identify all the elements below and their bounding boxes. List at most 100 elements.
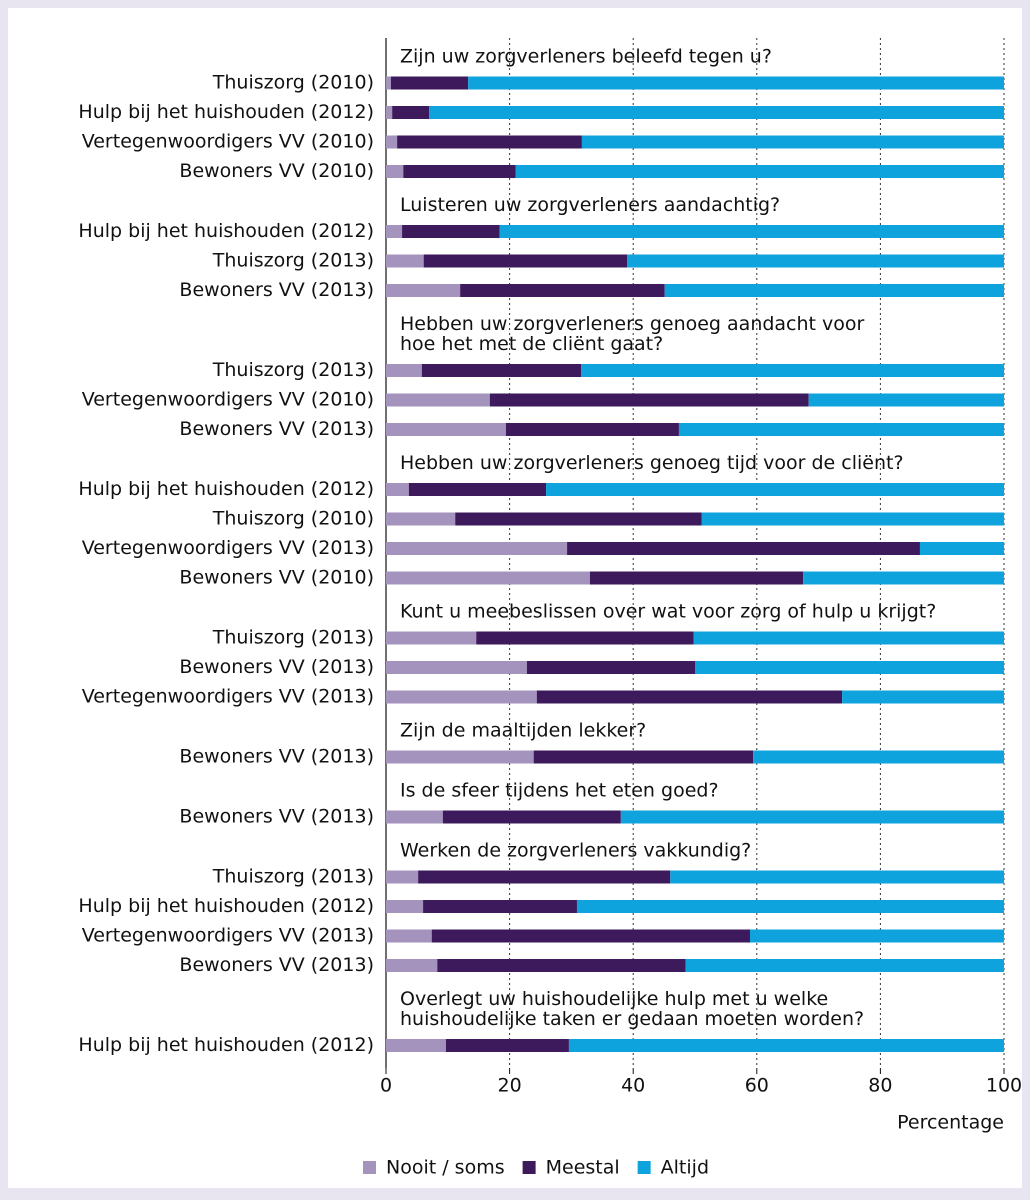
- y-tick-label: Bewoners VV (2013): [179, 418, 374, 440]
- bar-segment: [386, 571, 590, 585]
- group-title: Zijn de maaltijden lekker?: [400, 720, 646, 742]
- legend-label: Nooit / soms: [386, 1157, 505, 1179]
- bar-segment: [581, 364, 1004, 377]
- bar-segment: [803, 571, 1004, 585]
- panel: [8, 8, 1022, 1188]
- bar-segment: [460, 284, 665, 297]
- bar-segment: [429, 106, 1004, 119]
- bar-segment: [627, 254, 1004, 268]
- bar-segment: [526, 661, 695, 674]
- bar-segment: [437, 959, 686, 972]
- bar-segment: [546, 483, 1004, 496]
- bar-segment: [421, 364, 582, 377]
- bar-segment: [397, 135, 582, 149]
- bar-segment: [445, 1039, 569, 1052]
- bar-segment: [489, 393, 809, 407]
- bar-segment: [693, 631, 1004, 645]
- y-tick-label: Bewoners VV (2013): [179, 279, 374, 301]
- y-tick-label: Thuiszorg (2010): [212, 508, 374, 530]
- y-tick-label: Vertegenwoordigers VV (2010): [82, 389, 374, 411]
- bar-segment: [685, 959, 1004, 972]
- bar-segment: [431, 929, 751, 943]
- y-tick-label: Hulp bij het huishouden (2012): [78, 1034, 374, 1056]
- bar-segment: [753, 750, 1004, 764]
- bar-segment: [403, 165, 516, 178]
- bar-segment: [505, 423, 679, 436]
- y-tick-label: Hulp bij het huishouden (2012): [78, 478, 374, 500]
- x-tick-label: 0: [380, 1075, 392, 1097]
- y-tick-label: Thuiszorg (2013): [212, 866, 374, 888]
- bar-segment: [670, 870, 1004, 884]
- bar-segment: [386, 225, 403, 238]
- bar-segment: [842, 690, 1004, 704]
- y-tick-label: Bewoners VV (2013): [179, 746, 374, 768]
- bar-segment: [386, 661, 527, 674]
- bar-segment: [386, 810, 443, 824]
- x-tick-label: 80: [868, 1075, 892, 1097]
- bar-segment: [678, 423, 1004, 436]
- bar-segment: [386, 254, 424, 268]
- bar-segment: [701, 512, 1004, 526]
- legend-swatch: [522, 1161, 536, 1174]
- y-tick-label: Vertegenwoordigers VV (2013): [82, 537, 374, 559]
- y-tick-label: Thuiszorg (2013): [212, 250, 374, 272]
- group-title: Zijn uw zorgverleners beleefd tegen u?: [400, 46, 772, 68]
- bar-segment: [515, 165, 1004, 178]
- group-title: Luisteren uw zorgverleners aandachtig?: [400, 194, 780, 216]
- legend-label: Altijd: [661, 1157, 709, 1179]
- legend-label: Meestal: [546, 1157, 620, 1179]
- x-tick-label: 40: [621, 1075, 645, 1097]
- y-tick-label: Hulp bij het huishouden (2012): [78, 895, 374, 917]
- bar-segment: [567, 542, 920, 555]
- legend-swatch: [637, 1161, 651, 1174]
- bar-segment: [386, 165, 404, 178]
- group-title: Overlegt uw huishoudelijke hulp met u we…: [400, 988, 828, 1010]
- bar-segment: [750, 929, 1004, 943]
- group-title: Hebben uw zorgverleners genoeg tijd voor…: [400, 452, 904, 474]
- y-tick-label: Bewoners VV (2013): [179, 954, 374, 976]
- bar-segment: [386, 364, 422, 377]
- bar-segment: [919, 542, 1004, 555]
- y-tick-label: Bewoners VV (2010): [179, 567, 374, 589]
- bar-segment: [386, 423, 506, 436]
- y-tick-label: Thuiszorg (2013): [212, 359, 374, 381]
- bar-segment: [386, 1039, 446, 1052]
- group-title: Is de sfeer tijdens het eten goed?: [400, 780, 719, 802]
- bar-segment: [386, 483, 409, 496]
- bar-segment: [386, 750, 534, 764]
- bar-segment: [423, 900, 577, 913]
- bar-segment: [386, 76, 391, 90]
- bar-segment: [568, 1039, 1004, 1052]
- bar-segment: [620, 810, 1004, 824]
- group-title: Werken de zorgverleners vakkundig?: [400, 840, 751, 862]
- group-title: Kunt u meebeslissen over wat voor zorg o…: [400, 601, 936, 623]
- bar-segment: [468, 76, 1005, 90]
- bar-segment: [386, 135, 398, 149]
- legend-swatch: [363, 1161, 376, 1174]
- bar-segment: [386, 542, 568, 555]
- bar-segment: [581, 135, 1004, 149]
- bar-segment: [386, 690, 537, 704]
- bar-segment: [533, 750, 754, 764]
- group-title: huishoudelijke taken er gedaan moeten wo…: [400, 1008, 864, 1030]
- y-tick-label: Vertegenwoordigers VV (2010): [82, 131, 374, 153]
- bar-segment: [390, 76, 469, 90]
- bar-segment: [386, 106, 393, 119]
- y-tick-label: Vertegenwoordigers VV (2013): [82, 686, 374, 708]
- bar-segment: [386, 284, 461, 297]
- bar-segment: [499, 225, 1004, 238]
- group-title: Hebben uw zorgverleners genoeg aandacht …: [400, 313, 865, 335]
- bar-segment: [423, 254, 628, 268]
- bar-segment: [476, 631, 694, 645]
- bar-segment: [695, 661, 1004, 674]
- y-tick-label: Bewoners VV (2013): [179, 656, 374, 678]
- x-tick-label: 100: [986, 1075, 1022, 1097]
- y-tick-label: Bewoners VV (2013): [179, 806, 374, 828]
- bar-segment: [386, 631, 477, 645]
- bar-segment: [664, 284, 1004, 297]
- bar-segment: [386, 929, 432, 943]
- group-title: hoe het met de cliënt gaat?: [400, 333, 663, 355]
- y-tick-label: Hulp bij het huishouden (2012): [78, 101, 374, 123]
- bar-segment: [386, 393, 490, 407]
